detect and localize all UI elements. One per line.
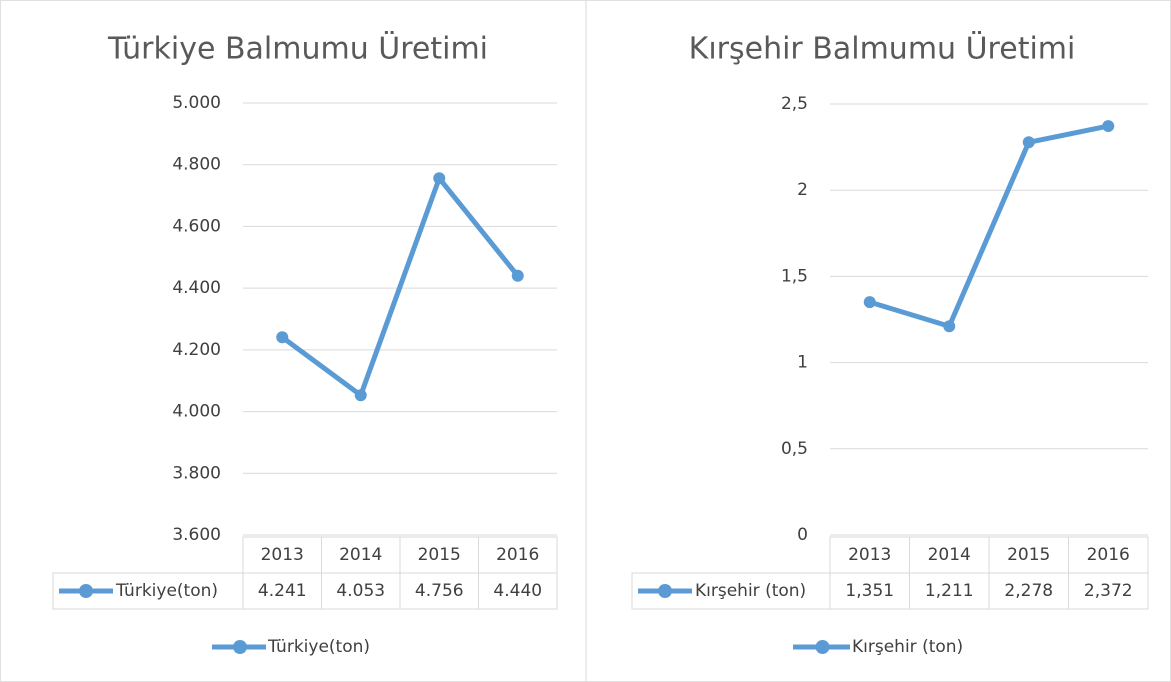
y-tick-label: 2,5 (781, 94, 808, 114)
y-tick-label: 3.800 (172, 463, 221, 483)
data-label: 1,211 (925, 581, 974, 601)
data-label: 1,351 (845, 581, 894, 601)
data-label: 4.053 (336, 581, 385, 601)
data-label: 4.440 (493, 581, 542, 601)
y-tick-label: 2 (797, 180, 808, 200)
legend-key (815, 640, 830, 654)
data-point (1102, 120, 1115, 133)
table-legend-key (79, 584, 93, 598)
series-name: Kırşehir (ton) (695, 581, 806, 601)
x-tick-label: 2016 (1087, 545, 1130, 565)
data-point (863, 296, 876, 309)
y-tick-label: 1,5 (781, 266, 808, 286)
x-tick-label: 2014 (339, 545, 382, 565)
y-tick-label: 0,5 (781, 439, 808, 459)
table-legend-key (658, 584, 672, 598)
data-point (433, 172, 446, 185)
x-tick-label: 2016 (496, 545, 539, 565)
y-tick-label: 4.600 (172, 216, 221, 236)
y-tick-label: 3.600 (172, 525, 221, 545)
chart-title: Türkiye Balmumu Üretimi (107, 31, 488, 67)
y-tick-label: 5.000 (172, 93, 221, 113)
data-label: 2,278 (1004, 581, 1053, 601)
legend-label: Kırşehir (ton) (852, 637, 963, 657)
x-tick-label: 2015 (418, 545, 461, 565)
series-name: Türkiye(ton) (115, 581, 218, 601)
chart-title: Kırşehir Balmumu Üretimi (689, 31, 1076, 67)
y-tick-label: 4.200 (172, 340, 221, 360)
table-cell (478, 572, 558, 610)
y-tick-label: 4.800 (172, 155, 221, 175)
data-point (511, 269, 524, 282)
x-tick-label: 2015 (1007, 545, 1050, 565)
series-line (280, 175, 520, 398)
y-tick-label: 4.000 (172, 402, 221, 422)
data-point (943, 320, 956, 333)
series-line (869, 123, 1109, 329)
x-tick-label: 2014 (928, 545, 971, 565)
data-label: 4.756 (415, 581, 464, 601)
data-point (276, 331, 289, 344)
legend-label: Türkiye(ton) (267, 637, 370, 657)
y-tick-label: 4.400 (172, 278, 221, 298)
table-cell (1068, 572, 1149, 610)
x-tick-label: 2013 (848, 545, 891, 565)
data-label: 2,372 (1084, 581, 1133, 601)
y-tick-label: 1 (797, 353, 808, 373)
y-tick-label: 0 (797, 525, 808, 545)
data-label: 4.241 (258, 581, 307, 601)
x-tick-label: 2013 (261, 545, 304, 565)
legend-key (233, 640, 247, 654)
data-point (354, 389, 367, 402)
data-point (1022, 136, 1035, 149)
